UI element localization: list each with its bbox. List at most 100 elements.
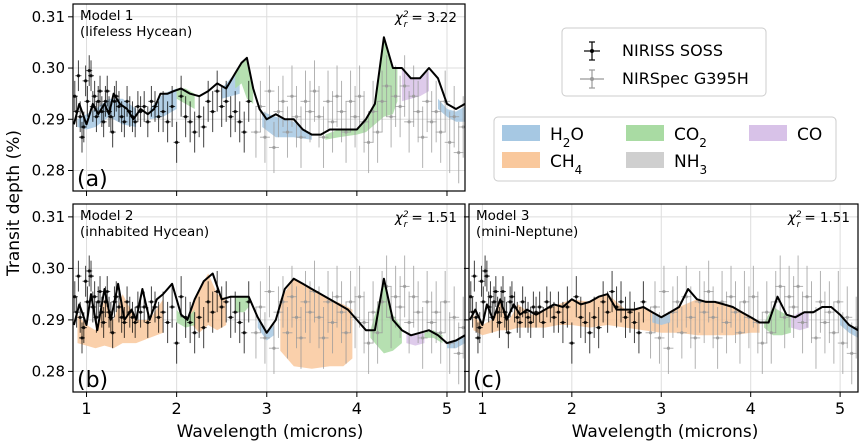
panel-a-nirspec-point-35	[408, 65, 419, 127]
panel-a-nirspec-point-36	[413, 80, 424, 143]
panel-b-niriss-point-40	[169, 286, 176, 328]
panel-c-nirspec-point-7	[676, 307, 687, 359]
panel-b-nirspec-point-44	[449, 286, 460, 349]
panel-c-niriss-point-45	[586, 312, 593, 354]
panel-c-frame	[468, 203, 859, 393]
panel-c-niriss-point-44	[582, 301, 589, 344]
panel-c-niriss-point-25	[514, 301, 521, 333]
panel-a-band-h2o-4	[438, 98, 465, 122]
panel-b-band-co2-1	[235, 296, 249, 313]
panel-b-niriss-point-46	[196, 296, 203, 338]
panel-b-xtick-label-1: 2	[172, 399, 182, 418]
panel-b: 1 2 3 4 5 0.28 0.29 0.30 0.31 Model 2(inhabited H…	[32, 203, 466, 418]
y-axis-label: Transit depth (%)	[4, 130, 24, 277]
panel-a-nirspec-point-11	[300, 70, 311, 133]
panel-a-niriss-point-21	[109, 116, 116, 148]
panel-a-niriss-point-39	[164, 101, 171, 143]
panel-b-niriss-point-26	[121, 307, 128, 338]
panel-a-nirspec-point-27	[372, 101, 383, 163]
panel-c-niriss-point-53	[622, 296, 629, 338]
panel-a-niriss-point-42	[178, 75, 185, 117]
panel-a-nirspec-point-31	[390, 65, 401, 127]
panel-b-xtick-label-4: 5	[442, 399, 452, 418]
panel-c-plot-area	[469, 255, 858, 385]
panel-a-model-subtitle: (lifeless Hycean)	[80, 24, 192, 40]
panel-b-nirspec-point-10	[295, 307, 306, 369]
panel-b-nirspec-point-31	[390, 265, 401, 328]
panel-a-ytick-label-0: 0.28	[32, 162, 65, 180]
panel-a-nirspec-point-37	[417, 106, 428, 168]
panel-b-niriss-point-30	[132, 307, 139, 338]
panel-a-niriss-point-56	[241, 111, 248, 153]
panel-b-xtick-label-2: 3	[262, 399, 272, 418]
panel-c-niriss-point-46	[591, 296, 598, 338]
panel-a-nirspec-point-7	[282, 106, 293, 158]
panel-b-nirspec-point-45	[453, 322, 464, 385]
legend-nirspec-marker	[580, 69, 604, 89]
panel-a-model-title: Model 1	[80, 8, 133, 24]
panel-c-nirspec-point-2	[654, 312, 665, 364]
panel-a-niriss-point-9	[88, 60, 95, 92]
panel-b-model-subtitle: (inhabited Hycean)	[80, 224, 209, 240]
panel-b-niriss-point-44	[187, 301, 194, 344]
panel-c-niriss-point-2	[471, 260, 478, 292]
panel-b-plot-area	[73, 255, 465, 385]
panel-b-niriss-point-49	[209, 291, 216, 333]
panel-a-nirspec-point-10	[295, 106, 306, 168]
instrument-legend: NIRISS SOSS NIRSpec G395H	[561, 27, 767, 97]
panel-a-nirspec-point-23	[354, 65, 365, 127]
panel-a-nirspec-point-17	[327, 91, 338, 153]
panel-b-model-line	[73, 272, 465, 345]
x-axis-label-left: Wavelength (microns)	[177, 422, 364, 442]
panel-a-nirspec-point-41	[435, 101, 446, 163]
panel-b-nirspec-point-11	[300, 270, 311, 333]
panel-a-niriss-point-51	[218, 85, 225, 127]
panel-c-niriss-point-49	[604, 291, 611, 333]
panel-b-band-ch4-0	[77, 294, 164, 349]
panel-c-niriss-point-52	[618, 281, 625, 323]
panel-b-label: (b)	[77, 368, 108, 393]
panel-c-niriss-point-16	[496, 307, 503, 338]
panel-a-niriss-point-44	[187, 101, 194, 143]
panel-a-nirspec-point-29	[381, 55, 392, 117]
panel-c-model-title: Model 3	[476, 208, 529, 224]
panel-b-ytick-label-2: 0.30	[32, 259, 65, 277]
panel-a-nirspec-point-33	[399, 55, 410, 117]
panel-b-niriss-point-9	[88, 260, 95, 292]
panel-c: 1 2 3 4 5 Model 3(mini-Neptune) (c) χ2 r = 1.51	[464, 203, 859, 418]
panel-b-nirspec-point-34	[404, 291, 415, 354]
panel-c-nirspec-point-35	[802, 265, 813, 328]
panel-b-nirspec-point-25	[363, 312, 374, 374]
panel-a-niriss-point-2	[75, 60, 82, 92]
panel-c-nirspec-point-0	[645, 307, 656, 359]
panel-a-nirspec-point-34	[404, 91, 415, 153]
panel-c-niriss-point-31	[530, 291, 537, 323]
panel-b-chi-value: χ2 r = 1.51	[394, 210, 457, 230]
panel-a-niriss-point-18	[104, 75, 111, 107]
panel-b-nirspec-point-37	[417, 307, 428, 369]
panel-c-model-line	[469, 288, 858, 332]
panel-b-nirspec-point-4	[268, 322, 279, 374]
panel-c-nirspec-point-45	[846, 322, 857, 385]
panel-c-label: (c)	[473, 368, 502, 393]
panel-b-niriss-point-48	[205, 281, 212, 323]
panel-a-nirspec-point-45	[453, 121, 464, 184]
panel-c-niriss-point-54	[626, 291, 633, 333]
panel-a-nirspec-point-46	[458, 96, 465, 158]
panel-a-frame	[72, 3, 466, 192]
panel-c-niriss-point-9	[483, 260, 490, 292]
panel-b-niriss-point-53	[227, 296, 234, 338]
panel-b-ytick-label-1: 0.29	[32, 311, 65, 329]
panel-c-niriss-point-39	[559, 301, 566, 344]
panel-c-xtick-label-3: 4	[746, 399, 756, 418]
panel-b-nirspec-point-20	[341, 301, 352, 364]
panel-c-nirspec-point-21	[739, 270, 750, 333]
panel-c-nirspec-point-10	[690, 307, 701, 369]
panel-a-niriss-point-38	[160, 91, 167, 133]
panel-b-nirspec-point-35	[408, 265, 419, 328]
panel-b-niriss-point-37	[155, 301, 162, 333]
panel-c-niriss-point-11	[487, 281, 494, 313]
panel-b-model-title: Model 2	[80, 208, 133, 224]
panel-a-nirspec-point-43	[444, 111, 455, 174]
